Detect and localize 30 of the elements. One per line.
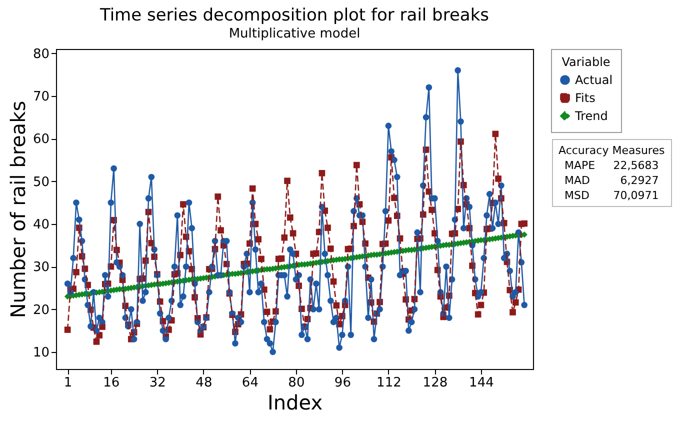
x-axis-title: Index [267, 390, 323, 414]
text: MSD 70,0971 [564, 188, 659, 202]
y-tick-label: 50 [32, 174, 50, 190]
x-tick-label: 1 [64, 376, 72, 390]
y-tick-label: 20 [32, 302, 50, 318]
text: MAPE 22,5683 [564, 158, 659, 172]
chart-title: Time series decomposition plot for rail breaks [98, 5, 490, 26]
text: Accuracy Measures [558, 142, 665, 158]
y-tick-label: 80 [32, 46, 50, 62]
y-axis-title: Number of rail breaks [6, 100, 30, 318]
x-tick-label: 32 [149, 376, 166, 390]
legend-title: Variable [562, 55, 610, 69]
y-tick-label: 10 [32, 345, 50, 360]
x-tick-label: 112 [376, 376, 402, 390]
legend-label: Trend [574, 109, 608, 123]
y-tick-label: 30 [32, 260, 50, 276]
y-tick-label: 60 [32, 132, 50, 148]
legend-label: Fits [575, 91, 596, 105]
x-tick-label: 80 [288, 376, 305, 390]
x-tick-label: 96 [334, 376, 351, 390]
x-tick-label: 144 [469, 376, 494, 390]
text: MAD 6,2927 [564, 174, 659, 186]
x-tick-label: 48 [196, 376, 212, 390]
y-tick-label: 70 [32, 89, 50, 104]
y-tick-label: 40 [32, 217, 50, 232]
chart-subtitle: Multiplicative model [228, 26, 360, 42]
x-tick-label: 128 [422, 376, 448, 390]
legend-label: Actual [575, 73, 613, 87]
x-tick-label: 64 [242, 376, 258, 390]
x-tick-label: 16 [103, 376, 120, 390]
